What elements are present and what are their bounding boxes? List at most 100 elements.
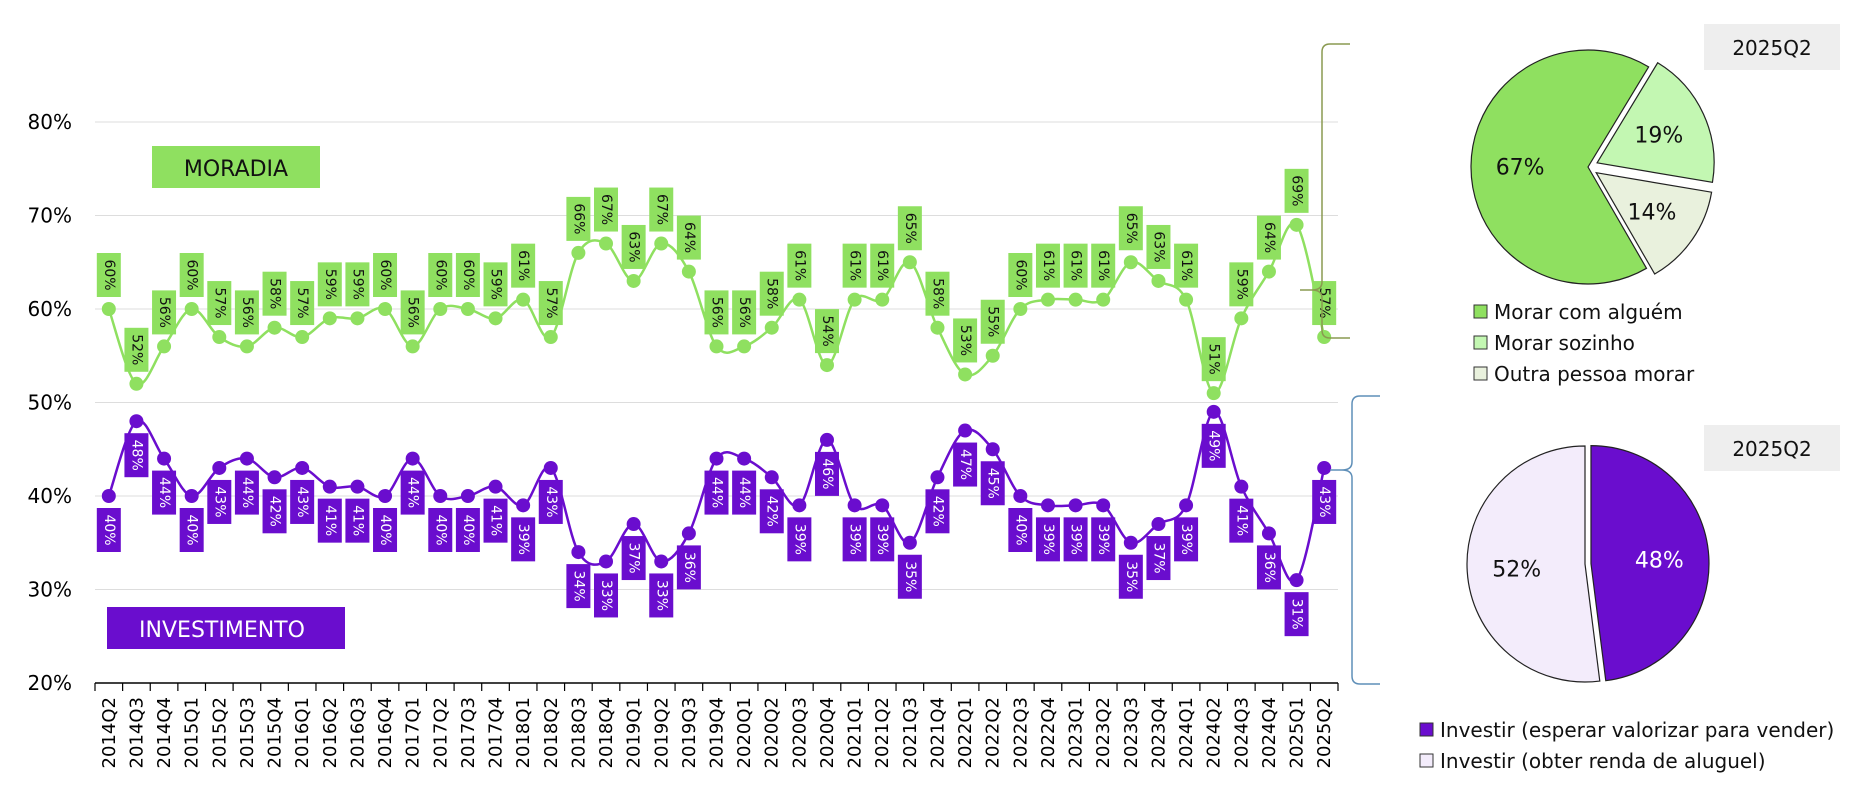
x-tick-label: 2018Q2	[541, 697, 562, 768]
data-label-box	[1312, 479, 1337, 524]
data-label-box	[400, 470, 425, 515]
data-point	[350, 311, 365, 326]
x-tick-label: 2017Q3	[458, 697, 479, 768]
data-label: 41%	[317, 498, 342, 543]
x-tick-label: 2020Q2	[762, 697, 783, 768]
data-point	[985, 442, 1000, 457]
moradia-brace	[1300, 43, 1350, 339]
data-label-box	[455, 253, 480, 297]
data-label: 65%	[897, 206, 922, 251]
moradia-legend: Morar com alguém Morar sozinho Outra pesso…	[1473, 300, 1695, 386]
moradia-slice-label: 67%	[1496, 155, 1545, 180]
data-label-box	[1118, 206, 1143, 251]
data-point	[295, 460, 310, 475]
data-point	[1096, 292, 1111, 307]
data-label-text: 46%	[819, 458, 835, 489]
data-label: 57%	[207, 281, 232, 326]
moradia-tag: MORADIA	[152, 146, 320, 188]
data-point	[985, 348, 1000, 363]
data-label: 61%	[1035, 243, 1060, 288]
data-label-text: 59%	[349, 269, 365, 300]
data-point	[129, 376, 144, 391]
data-point	[433, 302, 448, 316]
moradia-pie-title: 2025Q2	[1704, 24, 1840, 70]
moradia-slice	[1595, 171, 1713, 275]
data-label: 57%	[290, 281, 315, 326]
data-label-box	[1229, 262, 1254, 307]
data-label: 39%	[511, 517, 536, 562]
data-label-text: 35%	[902, 561, 918, 592]
data-point	[378, 302, 393, 316]
data-point	[295, 330, 310, 345]
data-label: 61%	[787, 243, 812, 288]
data-point	[1179, 498, 1194, 513]
data-label-box	[870, 517, 895, 562]
data-label: 43%	[207, 479, 232, 524]
data-label: 44%	[732, 470, 757, 515]
data-label-text: 60%	[460, 259, 476, 290]
x-tick-label: 2023Q3	[1121, 697, 1142, 768]
data-label-box	[207, 479, 232, 524]
data-label-text: 63%	[626, 231, 642, 262]
data-label: 60%	[96, 253, 121, 297]
data-label-box	[400, 290, 425, 335]
data-label-text: 49%	[1206, 430, 1222, 461]
data-label-box	[897, 206, 922, 251]
data-label-box	[814, 451, 839, 496]
data-label-text: 52%	[128, 334, 144, 365]
data-label-box	[96, 253, 121, 297]
data-label: 33%	[594, 573, 619, 618]
moradia-slice	[1596, 61, 1715, 184]
series-moradia: 60% 52% 56% 60% 57% 56% 58% 57% 59% 59% 60% 56% 60% 6…	[96, 168, 1337, 401]
data-label: 43%	[538, 479, 563, 524]
data-point	[1206, 386, 1221, 401]
x-tick-label: 2015Q2	[209, 697, 230, 768]
data-point	[543, 330, 558, 345]
data-label-box	[1312, 281, 1337, 326]
data-point	[1261, 264, 1276, 279]
data-label-box	[842, 517, 867, 562]
data-label: 61%	[1091, 243, 1116, 288]
data-label-box	[621, 224, 646, 269]
data-label: 39%	[1063, 517, 1088, 562]
data-label-box	[759, 489, 784, 534]
data-point	[101, 489, 116, 503]
data-label: 39%	[1174, 517, 1199, 562]
moradia-slice-label: 19%	[1634, 124, 1683, 149]
data-label-text: 54%	[819, 316, 835, 347]
investimento-legend: Investir (esperar valorizar para vender)…	[1419, 718, 1834, 773]
moradia-tag-box	[152, 146, 320, 188]
data-label-text: 39%	[1095, 524, 1111, 555]
data-label-box	[704, 470, 729, 515]
investimento-tag: INVESTIMENTO	[107, 607, 345, 649]
data-point	[792, 498, 807, 513]
data-label-box	[1146, 224, 1171, 269]
data-label-text: 44%	[709, 477, 725, 508]
data-label-box	[1008, 253, 1033, 297]
data-label-text: 58%	[929, 278, 945, 309]
x-tick-label: 2017Q1	[403, 697, 424, 768]
data-label-box	[759, 271, 784, 316]
data-point	[737, 339, 752, 354]
x-tick-label: 2018Q4	[596, 697, 617, 768]
data-label: 34%	[566, 564, 591, 609]
data-point	[1096, 498, 1111, 513]
data-label-box	[732, 290, 757, 335]
data-label-box	[428, 253, 453, 297]
data-label: 65%	[1118, 206, 1143, 251]
data-label-text: 43%	[211, 486, 227, 517]
data-point	[1289, 573, 1304, 588]
data-label: 64%	[1256, 215, 1281, 260]
data-point	[460, 302, 475, 316]
data-point	[847, 292, 862, 307]
data-label-box	[953, 318, 978, 363]
data-label: 52%	[124, 327, 149, 372]
data-label-text: 64%	[1261, 222, 1277, 253]
data-label: 58%	[759, 271, 784, 316]
data-label-text: 64%	[681, 222, 697, 253]
data-label-text: 60%	[184, 259, 200, 290]
data-label: 41%	[345, 498, 370, 543]
data-label: 40%	[96, 508, 121, 552]
data-point	[1289, 217, 1304, 232]
